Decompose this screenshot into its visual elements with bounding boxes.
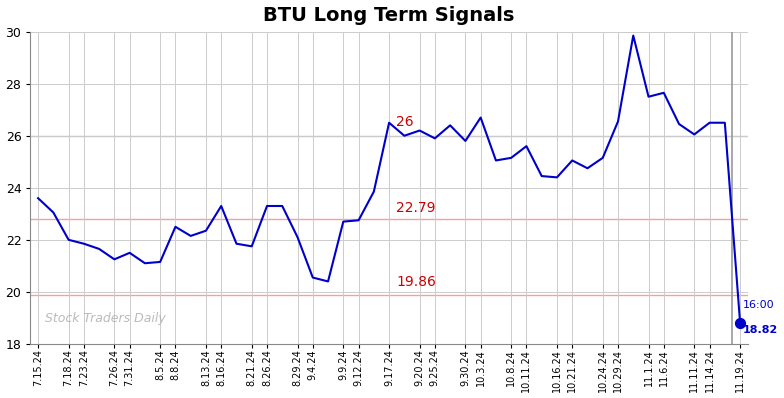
Text: 19.86: 19.86 [396, 275, 436, 289]
Text: Stock Traders Daily: Stock Traders Daily [45, 312, 165, 325]
Title: BTU Long Term Signals: BTU Long Term Signals [263, 6, 515, 25]
Text: 26: 26 [396, 115, 414, 129]
Point [734, 319, 746, 326]
Text: 22.79: 22.79 [396, 201, 436, 215]
Text: 16:00: 16:00 [742, 300, 774, 310]
Text: 18.82: 18.82 [742, 325, 778, 335]
